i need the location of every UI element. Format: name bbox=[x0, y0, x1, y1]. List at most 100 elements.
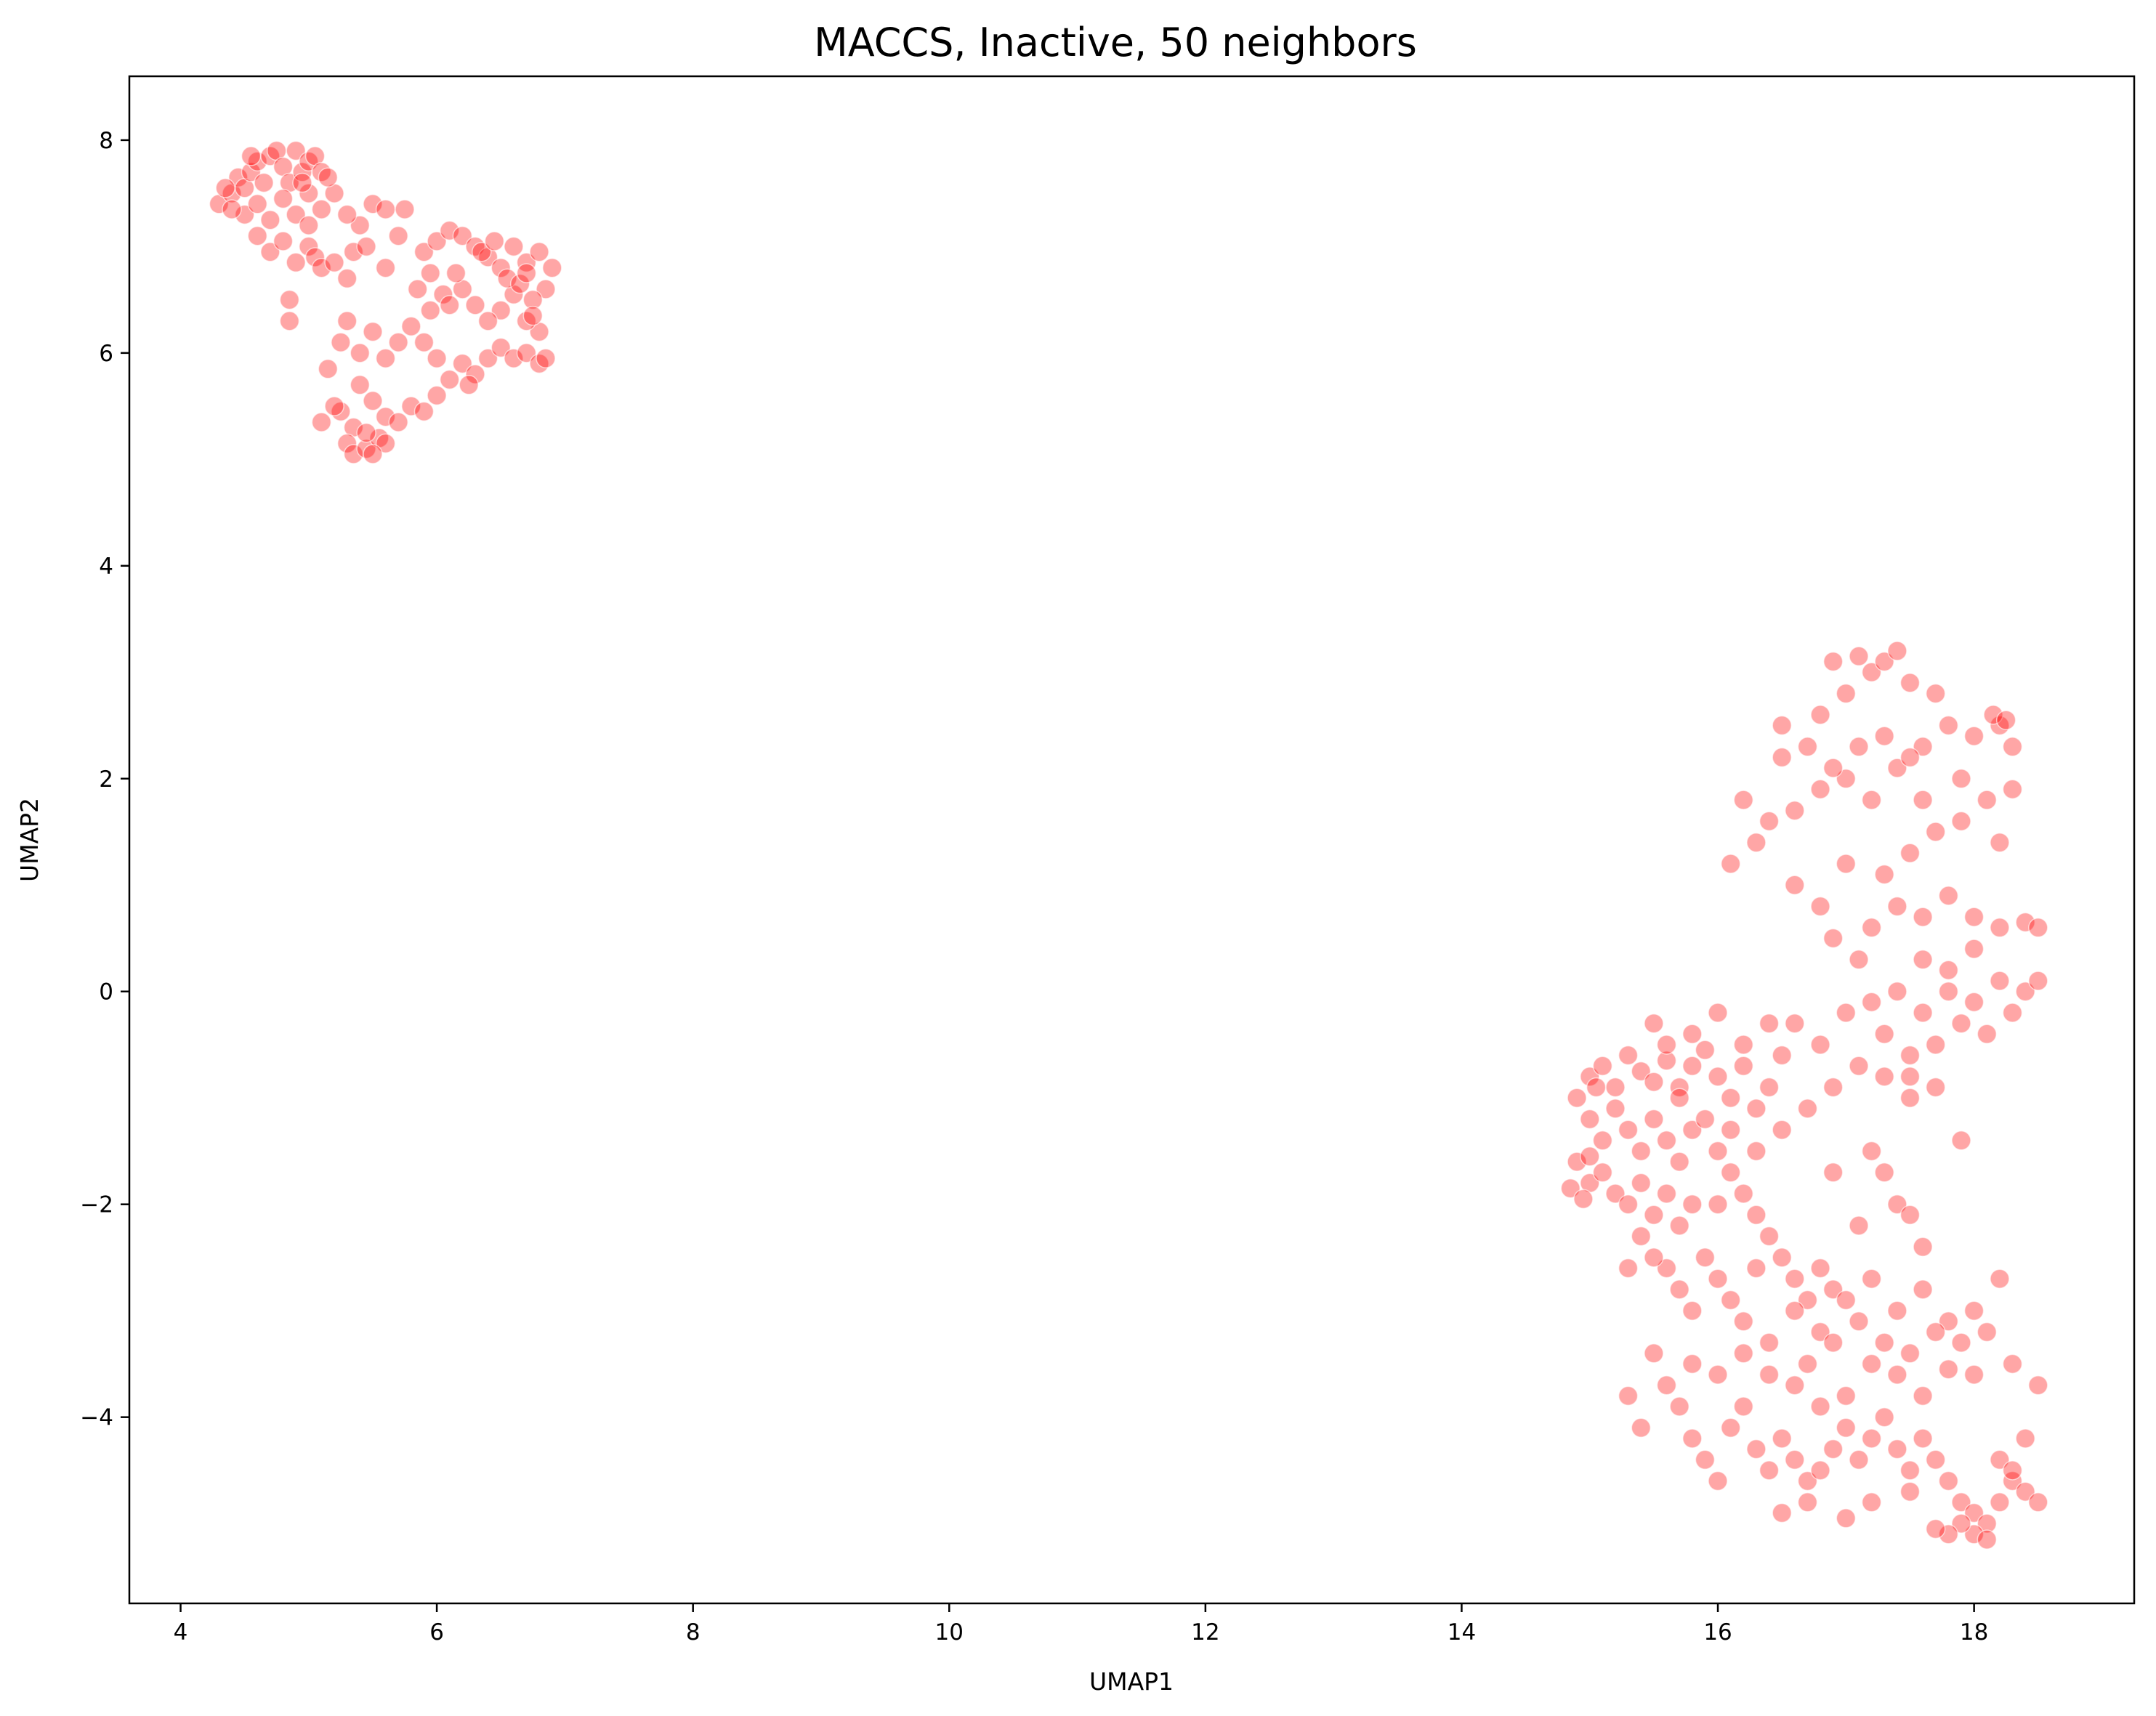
data-point bbox=[1810, 1396, 1830, 1417]
data-point bbox=[1669, 1088, 1689, 1108]
data-point bbox=[1772, 1120, 1792, 1140]
data-point bbox=[1746, 832, 1767, 853]
data-point bbox=[1887, 1300, 1907, 1321]
data-point bbox=[1951, 1492, 1971, 1513]
data-point bbox=[350, 343, 371, 363]
data-point bbox=[1810, 705, 1830, 725]
data-point bbox=[1618, 1385, 1639, 1407]
data-point bbox=[1913, 1428, 1933, 1449]
data-point bbox=[1631, 1417, 1652, 1438]
data-point bbox=[1836, 854, 1857, 874]
data-point bbox=[1720, 1162, 1741, 1183]
data-point bbox=[1977, 1529, 1998, 1550]
data-point bbox=[1682, 1120, 1703, 1140]
data-point bbox=[529, 241, 549, 262]
data-point bbox=[1938, 1311, 1959, 1332]
data-point bbox=[420, 263, 441, 283]
data-point bbox=[1913, 950, 1933, 970]
data-point bbox=[459, 375, 479, 395]
data-point bbox=[1836, 769, 1857, 789]
data-point bbox=[247, 225, 268, 246]
data-point bbox=[331, 332, 351, 352]
data-point bbox=[1708, 1194, 1728, 1215]
data-point bbox=[445, 263, 467, 283]
data-point bbox=[1899, 1067, 1921, 1087]
data-point bbox=[1810, 1460, 1830, 1481]
data-point bbox=[1656, 1051, 1677, 1071]
data-point bbox=[1746, 1205, 1767, 1226]
data-point bbox=[1656, 1035, 1677, 1055]
data-point bbox=[311, 162, 332, 182]
data-point bbox=[1733, 1035, 1754, 1055]
data-point bbox=[254, 172, 274, 193]
data-point bbox=[1874, 726, 1894, 746]
data-point bbox=[1656, 1258, 1677, 1279]
data-point bbox=[1995, 710, 2016, 730]
data-point bbox=[1733, 1343, 1754, 1364]
x-tick-label: 12 bbox=[1191, 1619, 1219, 1646]
data-point bbox=[1887, 641, 1907, 661]
data-point bbox=[388, 332, 408, 352]
data-point bbox=[427, 385, 447, 406]
data-point bbox=[1618, 1258, 1639, 1279]
data-point bbox=[1669, 1279, 1689, 1300]
data-point bbox=[1836, 683, 1857, 704]
data-point bbox=[1695, 1040, 1716, 1061]
x-tick-label: 14 bbox=[1448, 1619, 1476, 1646]
data-point bbox=[1682, 1024, 1703, 1045]
data-point bbox=[1580, 1146, 1600, 1167]
points-layer bbox=[209, 140, 2048, 1550]
data-point bbox=[1861, 1492, 1882, 1513]
data-point bbox=[465, 295, 485, 315]
data-point bbox=[1963, 992, 1985, 1013]
data-point bbox=[1644, 1205, 1664, 1226]
data-point bbox=[1822, 651, 1844, 672]
data-point bbox=[1785, 1375, 1805, 1396]
data-point bbox=[1720, 1088, 1741, 1108]
data-point bbox=[1644, 1013, 1664, 1034]
data-point bbox=[350, 375, 371, 395]
data-point bbox=[1899, 1343, 1921, 1364]
data-point bbox=[299, 183, 319, 203]
data-point bbox=[1785, 1300, 1805, 1321]
data-point bbox=[1580, 1109, 1600, 1130]
data-point bbox=[1573, 1189, 1594, 1210]
data-point bbox=[1925, 683, 1946, 704]
data-point bbox=[1708, 1364, 1728, 1385]
y-tick-label: 4 bbox=[99, 554, 113, 580]
data-point bbox=[452, 225, 473, 246]
data-point bbox=[472, 241, 492, 262]
data-point bbox=[324, 396, 344, 416]
data-point bbox=[1644, 1343, 1664, 1364]
data-point bbox=[1618, 1120, 1639, 1140]
data-point bbox=[1810, 1258, 1830, 1279]
data-point bbox=[1849, 737, 1869, 757]
data-point bbox=[1990, 715, 2010, 736]
data-point bbox=[1861, 790, 1882, 810]
data-point bbox=[375, 348, 396, 368]
data-point bbox=[279, 289, 300, 310]
y-axis: −4 −2 0 2 4 6 8 bbox=[80, 128, 129, 1431]
y-tick-label: −2 bbox=[80, 1192, 113, 1218]
data-point bbox=[439, 369, 460, 390]
data-point bbox=[356, 438, 376, 459]
data-point bbox=[1785, 800, 1805, 821]
data-point bbox=[522, 289, 544, 310]
data-point bbox=[1951, 1013, 1971, 1034]
x-tick-label: 10 bbox=[935, 1619, 964, 1646]
data-point bbox=[1810, 1035, 1830, 1055]
data-point bbox=[1682, 1428, 1703, 1449]
data-point bbox=[401, 396, 421, 416]
data-point bbox=[1797, 737, 1818, 757]
data-point bbox=[2028, 1375, 2048, 1396]
x-tick-label: 18 bbox=[1960, 1619, 1988, 1646]
data-point bbox=[1925, 1077, 1946, 1098]
data-point bbox=[1951, 769, 1971, 789]
data-point bbox=[1797, 1492, 1818, 1513]
data-point bbox=[1925, 1449, 1946, 1470]
data-point bbox=[388, 412, 408, 432]
data-point bbox=[286, 140, 306, 161]
data-point bbox=[1605, 1098, 1626, 1119]
chart-title: MACCS, Inactive, 50 neighbors bbox=[814, 20, 1417, 65]
data-point bbox=[516, 311, 537, 331]
